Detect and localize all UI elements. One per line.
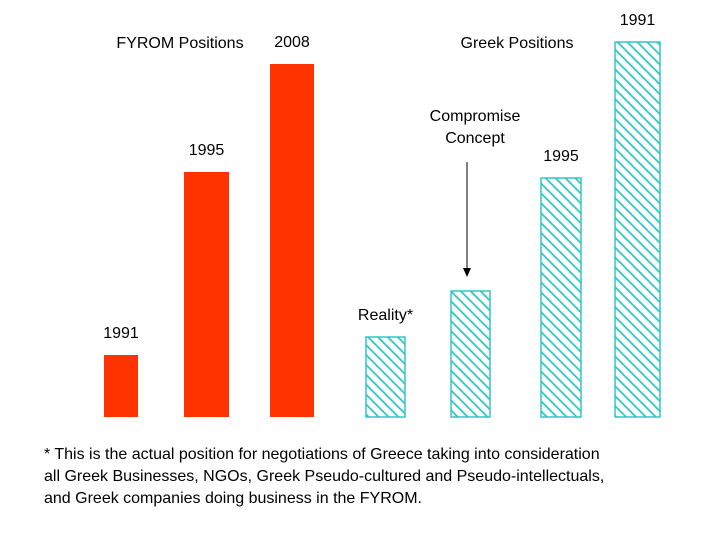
- bar-fyrom-3: [270, 64, 314, 417]
- footnote-line-3: and Greek companies doing business in th…: [44, 490, 422, 507]
- annotation-line-2: Concept: [445, 130, 505, 147]
- bar-label-greek-1: Reality*: [358, 307, 413, 324]
- bar-labels-layer: 1991 1995 2008 Reality* 1995 1991: [103, 12, 655, 342]
- bar-label-fyrom-3: 2008: [274, 34, 310, 51]
- bar-greek-3: [540, 177, 582, 418]
- bar-greek-2: [450, 290, 491, 418]
- bar-label-fyrom-1: 1991: [103, 325, 139, 342]
- footnote: * This is the actual position for negoti…: [44, 444, 704, 510]
- annotation-line-1: Compromise: [430, 108, 521, 125]
- fyrom-group-title: FYROM Positions: [116, 35, 243, 52]
- bar-greek-1: [365, 336, 406, 418]
- bar-label-fyrom-2: 1995: [189, 142, 225, 159]
- group-titles: FYROM Positions Greek Positions: [116, 35, 573, 52]
- bar-greek-4: [614, 41, 661, 418]
- annotation-arrow-head: [463, 268, 471, 277]
- bar-label-greek-4: 1991: [620, 12, 656, 29]
- footnote-line-2: all Greek Businesses, NGOs, Greek Pseudo…: [44, 468, 605, 485]
- bars-layer: [104, 41, 661, 418]
- footnote-line-1: * This is the actual position for negoti…: [44, 446, 600, 463]
- bar-fyrom-2: [184, 172, 229, 417]
- annotation: Compromise Concept: [430, 108, 521, 277]
- bar-label-greek-3: 1995: [543, 148, 579, 165]
- greek-group-title: Greek Positions: [461, 35, 574, 52]
- bar-fyrom-1: [104, 355, 138, 417]
